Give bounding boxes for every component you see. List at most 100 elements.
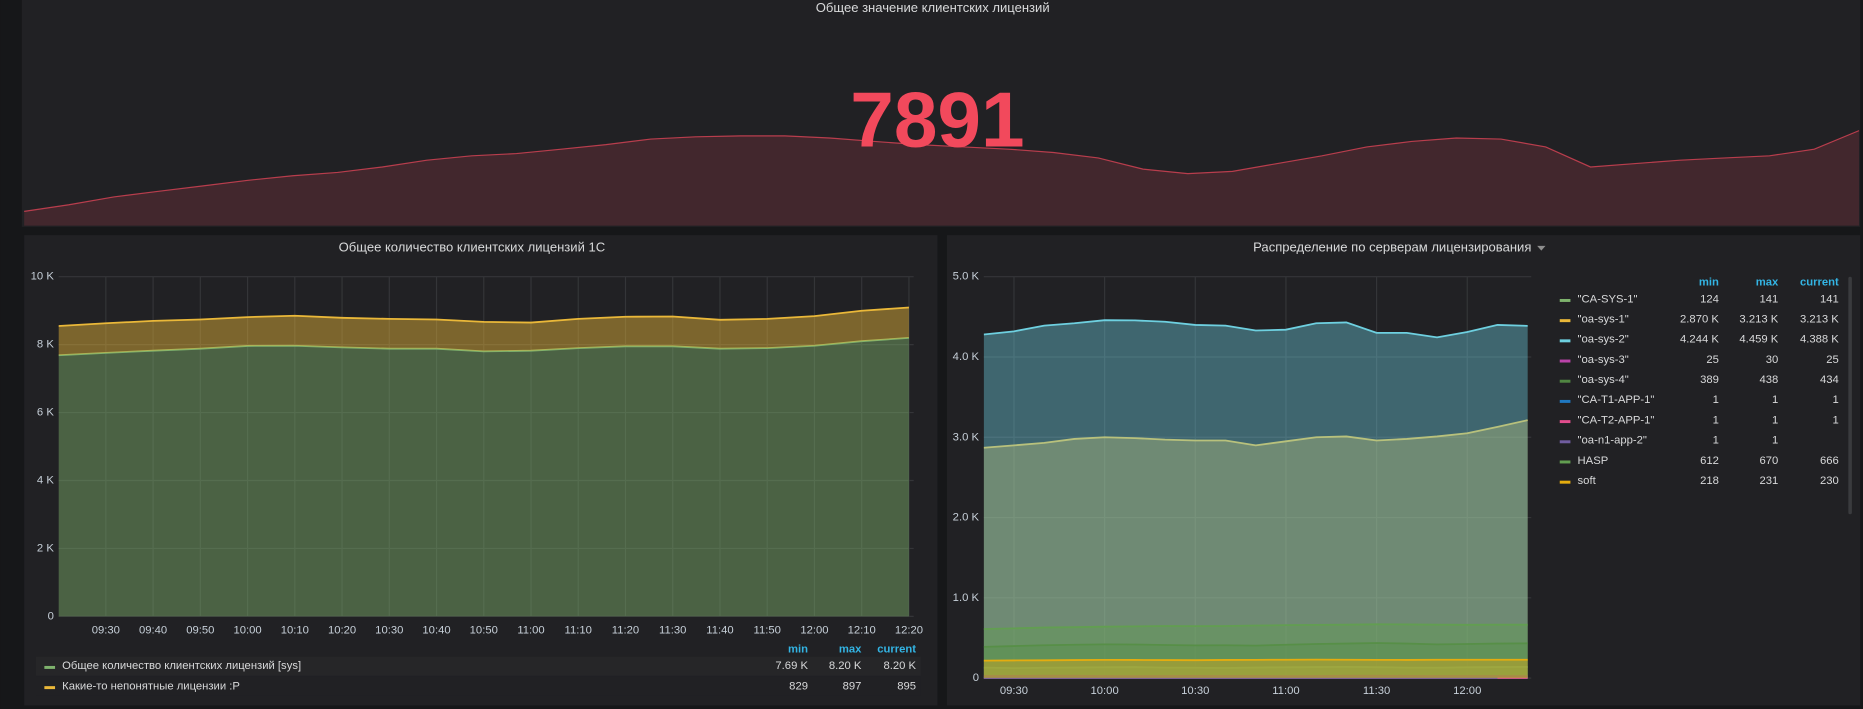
- x-tick-label: 12:00: [800, 625, 828, 637]
- legend-row: [36, 656, 921, 676]
- series-group: [58, 306, 909, 617]
- x-tick-label: 09:30: [1000, 685, 1028, 697]
- x-tick-label: 10:30: [375, 625, 403, 637]
- line: [983, 623, 1528, 630]
- x-tick-label: 11:30: [1363, 685, 1390, 697]
- legend-stat: 141: [1820, 293, 1839, 305]
- panel-title: Общее количество клиентских лицензий 1С: [339, 240, 606, 255]
- scrollbar: [1848, 276, 1852, 515]
- y-tick-label: 5.0 K: [953, 271, 980, 283]
- x-tick-label: 11:40: [706, 625, 733, 637]
- x-tick-label: 09:40: [139, 625, 167, 637]
- legend-stat: 438: [1759, 374, 1778, 386]
- legend-stat: 8.20 K: [883, 660, 916, 672]
- x-tick-label: 11:10: [565, 625, 592, 637]
- legend-stat: 218: [1700, 475, 1719, 487]
- legend-stat: 829: [789, 680, 808, 692]
- x-tick-label: 12:00: [1453, 685, 1481, 697]
- dropdown-caret[interactable]: [1537, 245, 1546, 251]
- y-tick-label: 10 K: [31, 271, 55, 283]
- legend-stat: 7.69 K: [775, 660, 808, 672]
- legend-stat: 4.244 K: [1680, 334, 1719, 346]
- legend-stat: 1: [1713, 435, 1719, 447]
- legend-name: "CA-T1-APP-1": [1578, 394, 1655, 406]
- legend-stat: 1: [1772, 435, 1778, 447]
- x-tick-label: 10:30: [1181, 685, 1209, 697]
- line: [983, 642, 1528, 648]
- legend-name: Общее количество клиентских лицензий [sy…: [62, 660, 301, 672]
- legend-stat: 25: [1826, 354, 1839, 366]
- y-tick-label: 4.0 K: [953, 351, 980, 363]
- legend-row: [36, 676, 921, 696]
- x-tick-label: 11:30: [659, 625, 686, 637]
- x-tick-label: 10:00: [1091, 685, 1119, 697]
- line: [58, 306, 909, 327]
- line: [983, 658, 1528, 662]
- x-tick-label: 10:20: [328, 625, 356, 637]
- x-tick-label: 11:00: [1272, 685, 1299, 697]
- legend-name: HASP: [1578, 455, 1609, 467]
- legend-stat: 141: [1759, 293, 1778, 305]
- sparkline-area: [24, 130, 1860, 226]
- legend-header: current: [877, 644, 916, 656]
- series-group: [983, 319, 1528, 679]
- y-tick-label: 4 K: [37, 474, 54, 486]
- legend-stat: 897: [843, 680, 862, 692]
- legend-stat: 666: [1820, 455, 1839, 467]
- area: [58, 337, 909, 617]
- legend-header: max: [839, 644, 862, 656]
- legend-stat: 8.20 K: [829, 660, 862, 672]
- y-tick-label: 2.0 K: [953, 512, 980, 524]
- legend-stat: 1: [1833, 414, 1839, 426]
- y-tick-label: 0: [48, 610, 54, 622]
- stat-value: 7891: [850, 76, 1024, 164]
- legend-stat: 3.213 K: [1739, 313, 1778, 325]
- legend-name: Какие-то непонятные лицензии :P: [62, 680, 240, 692]
- legend-name: "CA-SYS-1": [1578, 293, 1638, 305]
- x-tick-label: 11:50: [754, 625, 781, 637]
- x-tick-label: 09:30: [92, 625, 120, 637]
- legend-stat: 389: [1700, 374, 1719, 386]
- legend-stat: 1: [1772, 414, 1778, 426]
- legend-stat: 434: [1820, 374, 1839, 386]
- panel-title: Общее значение клиентских лицензий: [816, 0, 1050, 15]
- legend-stat: 3.213 K: [1800, 313, 1839, 325]
- legend-header: min: [788, 644, 808, 656]
- y-tick-label: 6 K: [37, 407, 54, 419]
- area: [58, 307, 909, 356]
- x-tick-label: 10:50: [470, 625, 498, 637]
- legend-stat: 4.388 K: [1800, 334, 1839, 346]
- stat-panel: [21, 0, 1861, 227]
- legend-header: max: [1756, 277, 1779, 289]
- legend-stat: 1: [1713, 414, 1719, 426]
- legend-stat: 231: [1759, 475, 1778, 487]
- legend-name: "CA-T2-APP-1": [1578, 414, 1655, 426]
- legend-stat: 1: [1833, 394, 1839, 406]
- legend-name: "oa-n1-app-2": [1578, 435, 1647, 447]
- legend-name: "oa-sys-2": [1578, 334, 1629, 346]
- line: [58, 336, 909, 357]
- x-tick-label: 11:00: [517, 625, 544, 637]
- legend-header: current: [1800, 277, 1839, 289]
- x-tick-label: 12:20: [895, 625, 923, 637]
- x-tick-label: 09:50: [186, 625, 214, 637]
- panel: [24, 235, 938, 706]
- y-tick-label: 2 K: [37, 542, 54, 554]
- line: [983, 319, 1528, 339]
- legend-stat: 230: [1820, 475, 1839, 487]
- legend-header: min: [1699, 277, 1719, 289]
- x-tick-label: 12:10: [848, 625, 876, 637]
- x-tick-label: 10:00: [233, 625, 261, 637]
- legend-name: "oa-sys-3": [1578, 354, 1629, 366]
- area: [983, 624, 1528, 679]
- area: [983, 659, 1528, 679]
- line: [983, 665, 1528, 670]
- legend-stat: 1: [1772, 394, 1778, 406]
- y-tick-label: 8 K: [37, 339, 54, 351]
- legend-stat: 612: [1700, 455, 1719, 467]
- y-tick-label: 1.0 K: [953, 592, 980, 604]
- area: [983, 320, 1528, 679]
- x-tick-label: 10:10: [281, 625, 309, 637]
